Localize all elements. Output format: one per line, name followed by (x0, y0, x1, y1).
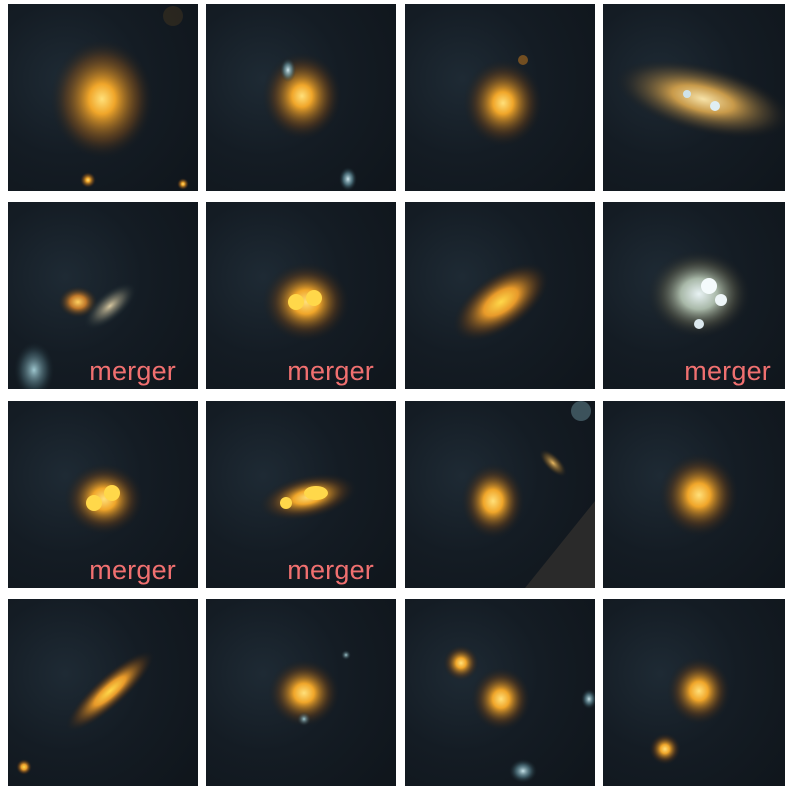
tile-label: merger (287, 356, 374, 387)
tile-label: merger (684, 356, 771, 387)
tile-label: merger (89, 555, 176, 586)
tile-label: merger (89, 356, 176, 387)
galaxy-tile-13 (8, 599, 198, 786)
galaxy-tile-14 (206, 599, 396, 786)
galaxy-tile-16 (603, 599, 785, 786)
galaxy-tile-2 (206, 4, 396, 191)
galaxy-tile-9: merger (8, 401, 198, 588)
galaxy-tile-1 (8, 4, 198, 191)
galaxy-cutout-grid: merger merger (8, 4, 785, 785)
galaxy-tile-15 (405, 599, 595, 786)
galaxy-tile-7 (405, 202, 595, 389)
galaxy-tile-8: merger (603, 202, 785, 389)
galaxy-tile-12 (603, 401, 785, 588)
tile-label: merger (287, 555, 374, 586)
galaxy-tile-10: merger (206, 401, 396, 588)
galaxy-tile-6: merger (206, 202, 396, 389)
galaxy-tile-3 (405, 4, 595, 191)
galaxy-tile-11 (405, 401, 595, 588)
galaxy-tile-5: merger (8, 202, 198, 389)
galaxy-tile-4 (603, 4, 785, 191)
